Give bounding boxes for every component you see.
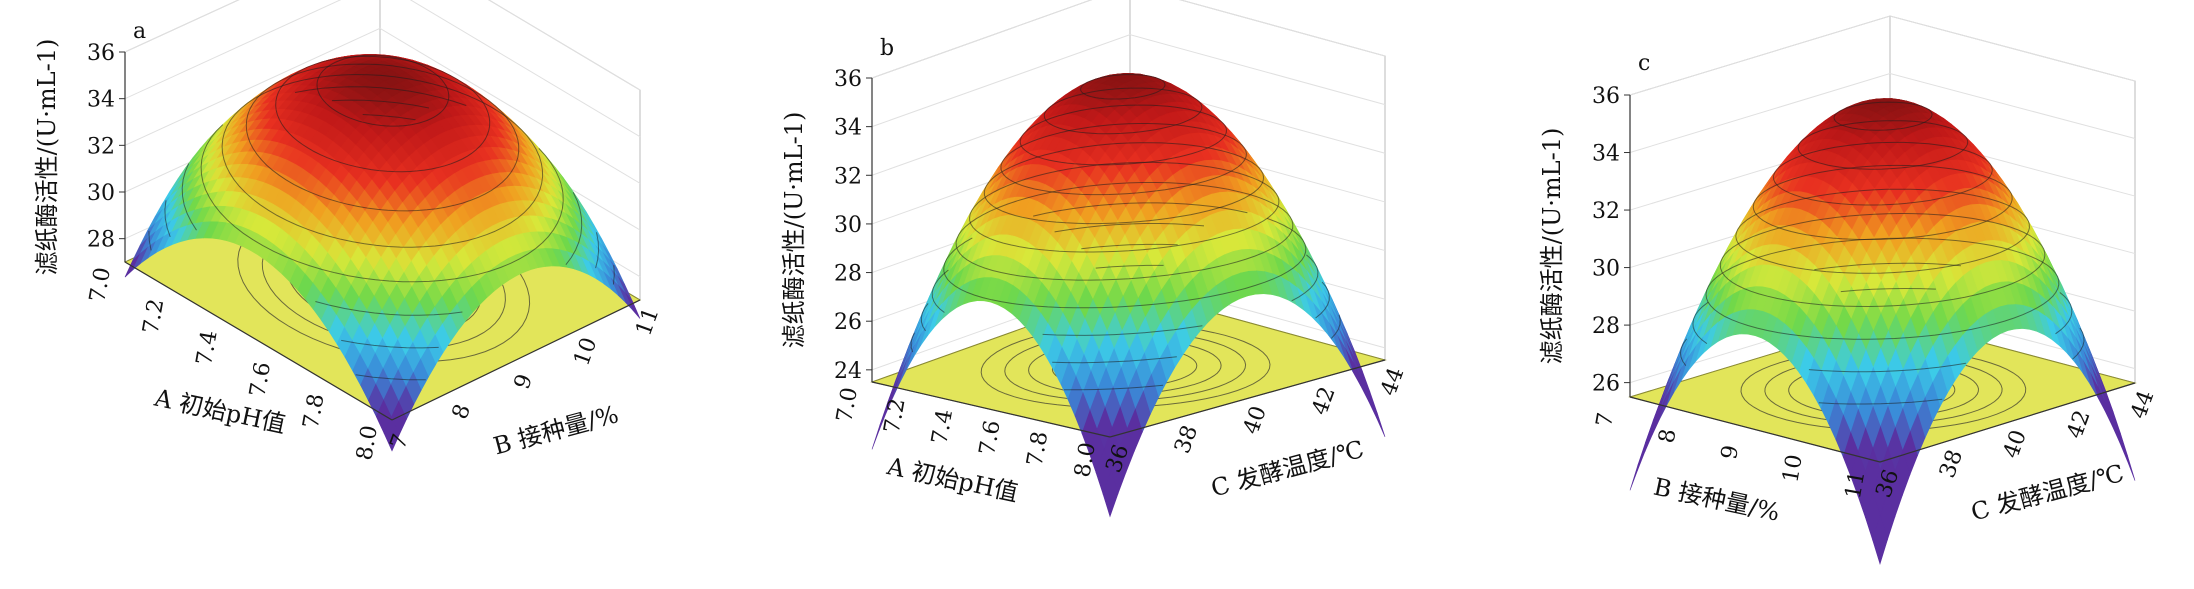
z-tick-label: 30 (1592, 257, 1620, 282)
x-tick-label: 7.0 (832, 385, 863, 424)
y-axis-label: C 发酵温度/℃ (1208, 435, 1367, 503)
z-tick-label: 36 (1592, 84, 1620, 109)
panel-label: a (133, 19, 146, 44)
y-tick-label: 44 (2126, 387, 2159, 422)
y-tick-label: 10 (569, 334, 602, 369)
z-tick-label: 36 (87, 41, 115, 66)
y-axis-label: C 发酵温度/℃ (1968, 459, 2127, 527)
x-tick-label: 8.0 (352, 423, 383, 462)
surface-cell (1369, 396, 1385, 437)
surface-cell (2105, 402, 2120, 443)
x-axis-label: B 接种量/% (1651, 473, 1782, 527)
y-tick-label: 38 (1935, 447, 1968, 482)
y-tick-label: 40 (1239, 403, 1272, 438)
x-tick-label: 7.2 (880, 396, 911, 435)
surface-cell (1361, 379, 1377, 419)
x-tick-label: 7.4 (927, 407, 958, 446)
z-tick-label: 36 (834, 67, 862, 92)
x-tick-label: 8 (1655, 427, 1682, 445)
y-tick-label: 9 (510, 371, 538, 393)
z-tick-label: 26 (1592, 372, 1620, 397)
z-tick-label: 34 (1592, 142, 1620, 167)
z-tick-label: 34 (834, 116, 862, 141)
y-tick-label: 7 (386, 431, 414, 453)
z-axis-label: 滤纸酶活性/(U·mL-1) (1538, 128, 1566, 365)
x-tick-label: 7.6 (975, 418, 1006, 457)
z-tick-label: 30 (87, 181, 115, 206)
y-tick-label: 42 (1308, 384, 1341, 419)
x-tick-label: 7.6 (245, 360, 276, 399)
z-tick-label: 32 (87, 134, 115, 159)
panel-label: b (880, 36, 894, 61)
z-tick-label: 32 (834, 164, 862, 189)
z-tick-label: 24 (834, 359, 862, 384)
x-tick-label: 9 (1717, 443, 1744, 461)
z-tick-label: 26 (834, 310, 862, 335)
panel-label: c (1638, 51, 1650, 76)
x-tick-label: 7.8 (299, 392, 330, 431)
z-tick-label: 28 (1592, 314, 1620, 339)
y-tick-label: 40 (1999, 427, 2032, 462)
y-tick-label: 42 (2063, 407, 2096, 442)
x-tick-label: 11 (1841, 469, 1870, 501)
z-tick-label: 28 (87, 228, 115, 253)
x-tick-label: 7 (1592, 411, 1619, 429)
y-tick-label: 8 (448, 401, 476, 423)
x-tick-label: 7.8 (1023, 429, 1054, 468)
z-tick-label: 34 (87, 88, 115, 113)
x-tick-label: 7.2 (139, 297, 170, 336)
z-tick-label: 32 (1592, 199, 1620, 224)
y-axis-label: B 接种量/% (490, 400, 621, 460)
x-axis-label: A 初始pH值 (884, 452, 1021, 507)
z-axis-label: 滤纸酶活性/(U·mL-1) (33, 39, 61, 276)
z-tick-label: 28 (834, 262, 862, 287)
y-tick-label: 44 (1376, 364, 1409, 399)
y-tick-label: 38 (1170, 422, 1203, 457)
x-tick-label: 7.0 (85, 265, 116, 304)
z-axis-label: 滤纸酶活性/(U·mL-1) (780, 112, 808, 349)
x-tick-label: 10 (1778, 453, 1807, 485)
z-tick-label: 30 (834, 213, 862, 238)
x-tick-label: 7.4 (192, 329, 223, 368)
